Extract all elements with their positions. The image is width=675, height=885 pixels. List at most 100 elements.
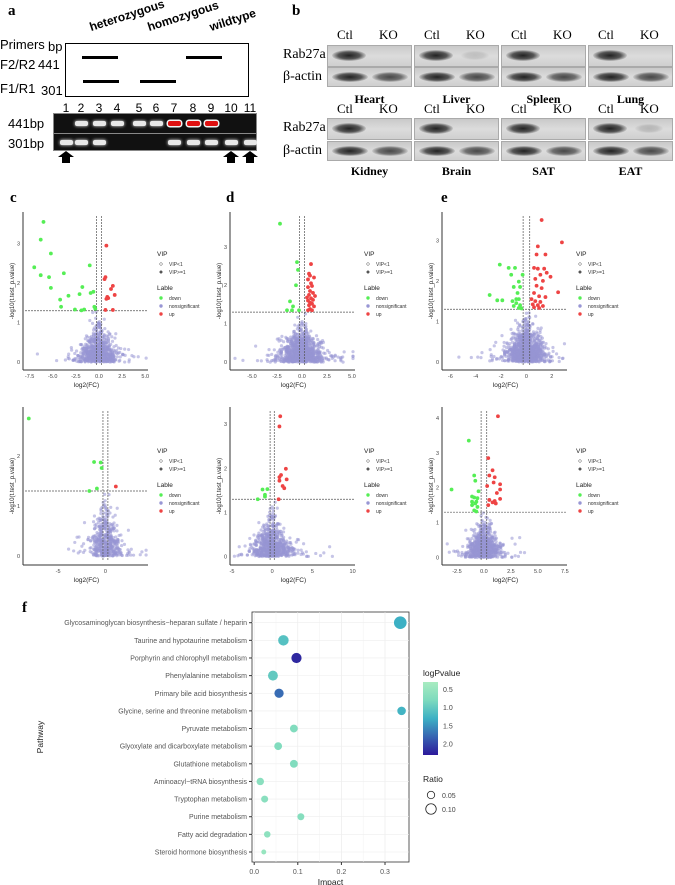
point-nonsignificant <box>105 508 109 512</box>
point-nonsignificant <box>527 353 531 358</box>
point-nonsignificant <box>94 542 98 546</box>
point-nonsignificant <box>105 353 109 357</box>
point-nonsignificant <box>88 546 92 550</box>
point-nonsignificant <box>283 541 287 545</box>
point-nonsignificant <box>281 550 286 554</box>
point-nonsignificant <box>270 548 274 552</box>
point-nonsignificant <box>122 542 127 546</box>
gel-band <box>111 121 124 126</box>
gel-band <box>168 121 181 126</box>
point-nonsignificant <box>445 542 449 546</box>
blot-band-ctl <box>419 72 455 82</box>
x-tick-label: 0.1 <box>293 869 303 876</box>
point-nonsignificant <box>305 360 309 364</box>
ctl-label: Ctl <box>598 27 614 42</box>
point-up <box>113 484 118 489</box>
point-down <box>509 272 514 277</box>
legend-item-vip: VIP>=1 <box>588 270 605 276</box>
y-tick-label: 2 <box>17 454 20 460</box>
point-nonsignificant <box>544 346 548 350</box>
y-tick-label: 4 <box>436 416 439 422</box>
point-nonsignificant <box>112 529 116 533</box>
point-nonsignificant <box>113 539 117 543</box>
tissue-label: SAT <box>532 164 555 178</box>
y-tick-label: 1 <box>17 504 20 510</box>
x-axis-title: log2(FC) <box>493 382 518 389</box>
point-nonsignificant <box>248 536 252 541</box>
point-nonsignificant <box>94 324 98 328</box>
point-nonsignificant <box>514 347 518 351</box>
legend-swatch-down <box>159 296 163 300</box>
point-nonsignificant <box>301 338 305 342</box>
point-nonsignificant <box>482 534 486 538</box>
point-nonsignificant <box>326 348 330 353</box>
legend-item-vip: VIP<1 <box>169 262 183 268</box>
point-nonsignificant <box>89 342 93 346</box>
ko-label: KO <box>640 101 659 116</box>
point-up <box>539 286 544 291</box>
legend-item-label: down <box>588 493 600 499</box>
legend-title-vip: VIP <box>364 448 374 455</box>
point-nonsignificant <box>97 543 101 548</box>
point-nonsignificant <box>467 537 471 541</box>
point-nonsignificant <box>98 357 102 361</box>
point-nonsignificant <box>237 545 241 549</box>
point-nonsignificant <box>309 357 313 361</box>
pathway-bubble <box>289 759 298 768</box>
protein-label-rab27a: Rab27a <box>283 47 326 62</box>
x-axis-title: log2(FC) <box>74 382 99 389</box>
point-nonsignificant <box>488 537 492 541</box>
point-nonsignificant <box>535 350 540 354</box>
point-nonsignificant <box>273 360 277 364</box>
point-nonsignificant <box>110 539 114 543</box>
point-nonsignificant <box>499 550 503 554</box>
point-nonsignificant <box>494 357 499 361</box>
point-nonsignificant <box>83 349 88 354</box>
point-nonsignificant <box>299 552 303 557</box>
western-blot-beta-actin <box>588 141 673 161</box>
point-down <box>98 460 103 465</box>
point-nonsignificant <box>481 543 486 547</box>
y-tick-label: 2 <box>224 283 227 289</box>
panel-label-b: b <box>292 3 301 19</box>
lane-number: 7 <box>170 101 178 115</box>
point-down <box>506 265 511 270</box>
ctl-label: Ctl <box>424 101 440 116</box>
point-nonsignificant <box>272 524 276 528</box>
point-nonsignificant <box>103 326 107 331</box>
x-tick-label: 7.5 <box>561 569 569 575</box>
point-nonsignificant <box>273 514 278 518</box>
point-up <box>112 293 117 297</box>
x-tick-label: 5.0 <box>534 569 542 575</box>
point-up <box>532 265 536 270</box>
pathway-bubble <box>278 635 289 646</box>
point-nonsignificant <box>532 351 536 355</box>
legend-swatch-nonsignificant <box>366 501 370 505</box>
legend-item-label: up <box>588 312 594 318</box>
point-nonsignificant <box>290 549 294 553</box>
primer-bp-441: 441 <box>38 57 60 72</box>
point-nonsignificant <box>480 547 484 552</box>
point-nonsignificant <box>485 550 489 554</box>
y-tick-label: 0 <box>224 555 227 561</box>
point-nonsignificant <box>101 334 105 339</box>
western-blot-rab27a <box>588 45 673 67</box>
point-down <box>474 509 479 514</box>
gel-441bp <box>53 113 257 134</box>
blot-band-ctl <box>419 50 453 61</box>
point-up <box>104 296 109 301</box>
point-nonsignificant <box>250 545 254 549</box>
point-up <box>494 491 499 495</box>
point-nonsignificant <box>482 527 486 532</box>
point-nonsignificant <box>534 335 538 339</box>
legend-swatch-up <box>366 312 370 316</box>
point-nonsignificant <box>551 345 555 350</box>
point-up <box>487 473 492 478</box>
point-nonsignificant <box>115 355 119 359</box>
point-up <box>543 252 548 257</box>
point-down <box>470 499 474 504</box>
legend-item-label: down <box>169 296 181 302</box>
point-nonsignificant <box>285 339 290 343</box>
point-nonsignificant <box>99 525 103 530</box>
